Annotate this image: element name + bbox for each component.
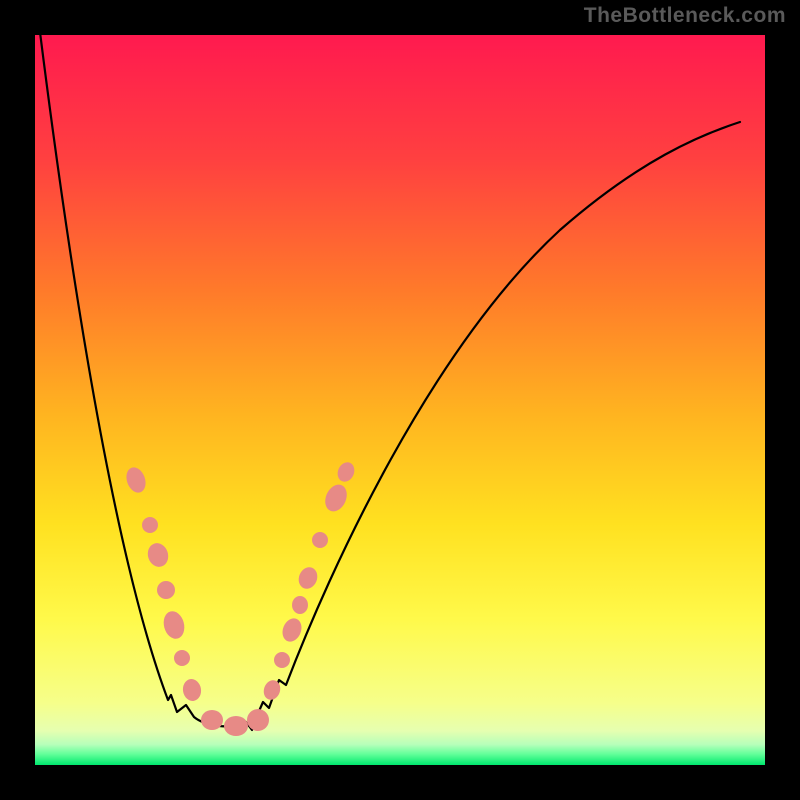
data-marker-5: [174, 650, 190, 666]
data-marker-11: [274, 652, 290, 668]
chart-stage: TheBottleneck.com: [0, 0, 800, 800]
chart-svg: [0, 0, 800, 800]
data-marker-8: [224, 716, 248, 736]
data-marker-13: [292, 596, 308, 614]
watermark-text: TheBottleneck.com: [584, 4, 786, 28]
plot-area-gradient: [35, 35, 765, 765]
data-marker-3: [157, 581, 175, 599]
data-marker-15: [312, 532, 328, 548]
data-marker-1: [142, 517, 158, 533]
data-marker-9: [247, 709, 269, 731]
data-marker-7: [201, 710, 223, 730]
